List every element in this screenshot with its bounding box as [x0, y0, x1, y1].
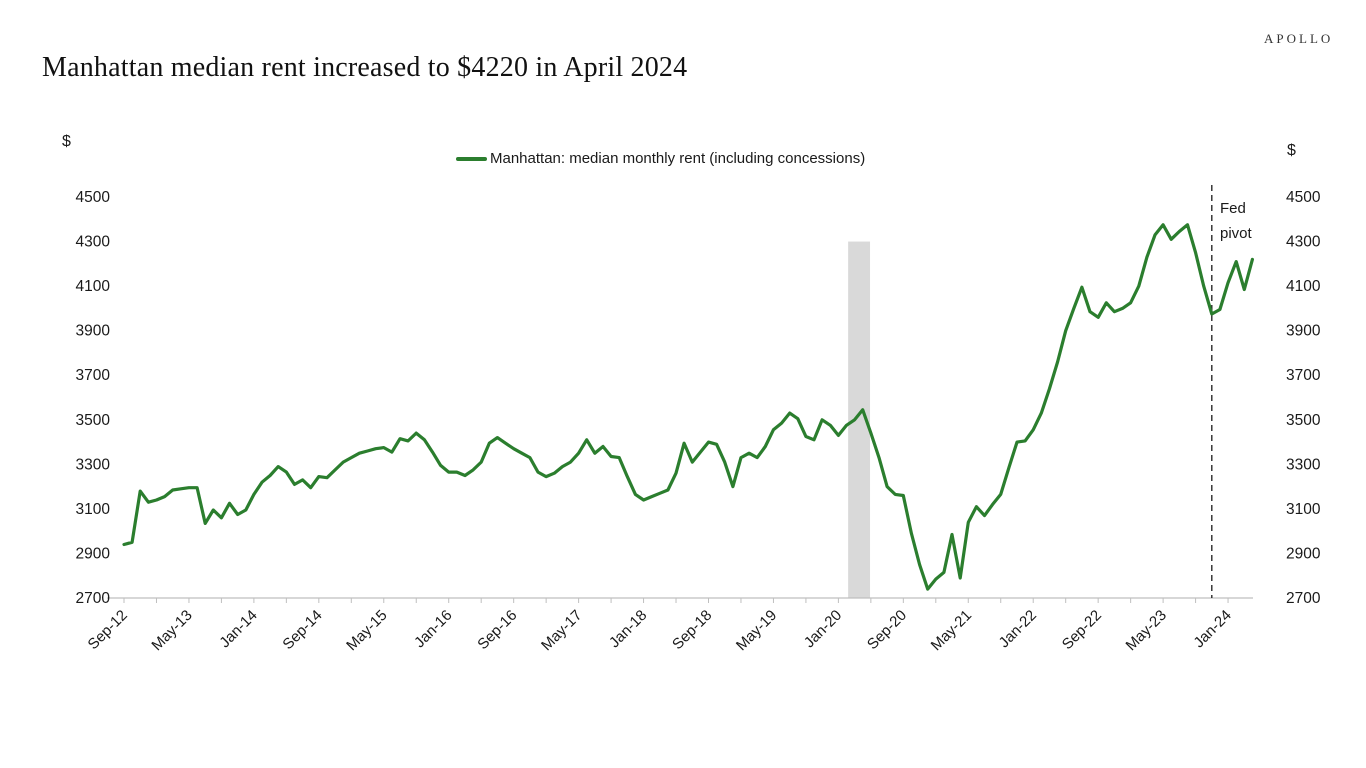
y-axis-label-right: 3500 [1286, 412, 1321, 429]
legend-series-label: Manhattan: median monthly rent (includin… [490, 150, 866, 167]
y-axis-label-right: 2700 [1286, 590, 1321, 607]
y-axis-label-left: 3100 [76, 501, 111, 518]
y-axis-label-right: 3300 [1286, 456, 1321, 473]
y-axis-label-left: 3500 [76, 412, 111, 429]
x-axis-label: May-17 [538, 607, 585, 654]
y-axis-unit-right: $ [1287, 142, 1296, 159]
y-axis-label-left: 4500 [76, 189, 111, 206]
x-axis-label: May-15 [343, 607, 390, 654]
chart-legend: Manhattan: median monthly rent (includin… [456, 150, 865, 167]
x-axis-label: Jan-20 [801, 607, 845, 651]
x-axis-label: Jan-16 [411, 607, 455, 651]
x-axis-label: Sep-12 [85, 607, 131, 653]
rent-line-series [122, 223, 1255, 591]
x-axis-label: Sep-16 [474, 607, 520, 653]
y-axis-label-right: 3700 [1286, 367, 1321, 384]
recession-shading [848, 241, 871, 599]
x-axis-label: Sep-14 [279, 607, 325, 653]
x-axis-label: Jan-22 [996, 607, 1040, 651]
y-axis-label-right: 3100 [1286, 501, 1321, 518]
y-axis-label-left: 2900 [76, 545, 111, 562]
apollo-logo: APOLLO [1264, 31, 1334, 46]
x-axis-label: May-13 [148, 607, 195, 654]
fed-pivot-line2: pivot [1220, 225, 1252, 242]
y-axis-label-left: 4100 [76, 278, 111, 295]
x-axis-label: Jan-24 [1190, 607, 1234, 651]
y-axis-label-left: 3300 [76, 456, 111, 473]
fed-pivot-annotation: Fed pivot [1220, 196, 1252, 246]
y-axis-unit-left: $ [62, 133, 71, 150]
x-axis-label: May-19 [733, 607, 780, 654]
x-axis-label: Jan-14 [216, 607, 260, 651]
y-axis-label-right: 3900 [1286, 323, 1321, 340]
y-axis-label-left: 3700 [76, 367, 111, 384]
y-axis-label-left: 4300 [76, 234, 111, 251]
x-axis-label: Jan-18 [606, 607, 650, 651]
legend-line-icon [456, 156, 487, 161]
y-axis-label-right: 2900 [1286, 545, 1321, 562]
x-axis-label: Sep-18 [669, 607, 715, 653]
x-axis-label: Sep-22 [1059, 607, 1105, 653]
chart-title: Manhattan median rent increased to $4220… [42, 52, 688, 83]
x-axis-label: May-23 [1123, 607, 1170, 654]
y-axis-label-right: 4300 [1286, 234, 1321, 251]
x-axis-label: Sep-20 [864, 607, 910, 653]
y-axis-label-left: 2700 [76, 590, 111, 607]
y-axis-label-right: 4500 [1286, 189, 1321, 206]
fed-pivot-line1: Fed [1220, 200, 1246, 217]
y-axis-label-left: 3900 [76, 323, 111, 340]
x-axis-label: May-21 [928, 607, 975, 654]
y-axis-label-right: 4100 [1286, 278, 1321, 295]
